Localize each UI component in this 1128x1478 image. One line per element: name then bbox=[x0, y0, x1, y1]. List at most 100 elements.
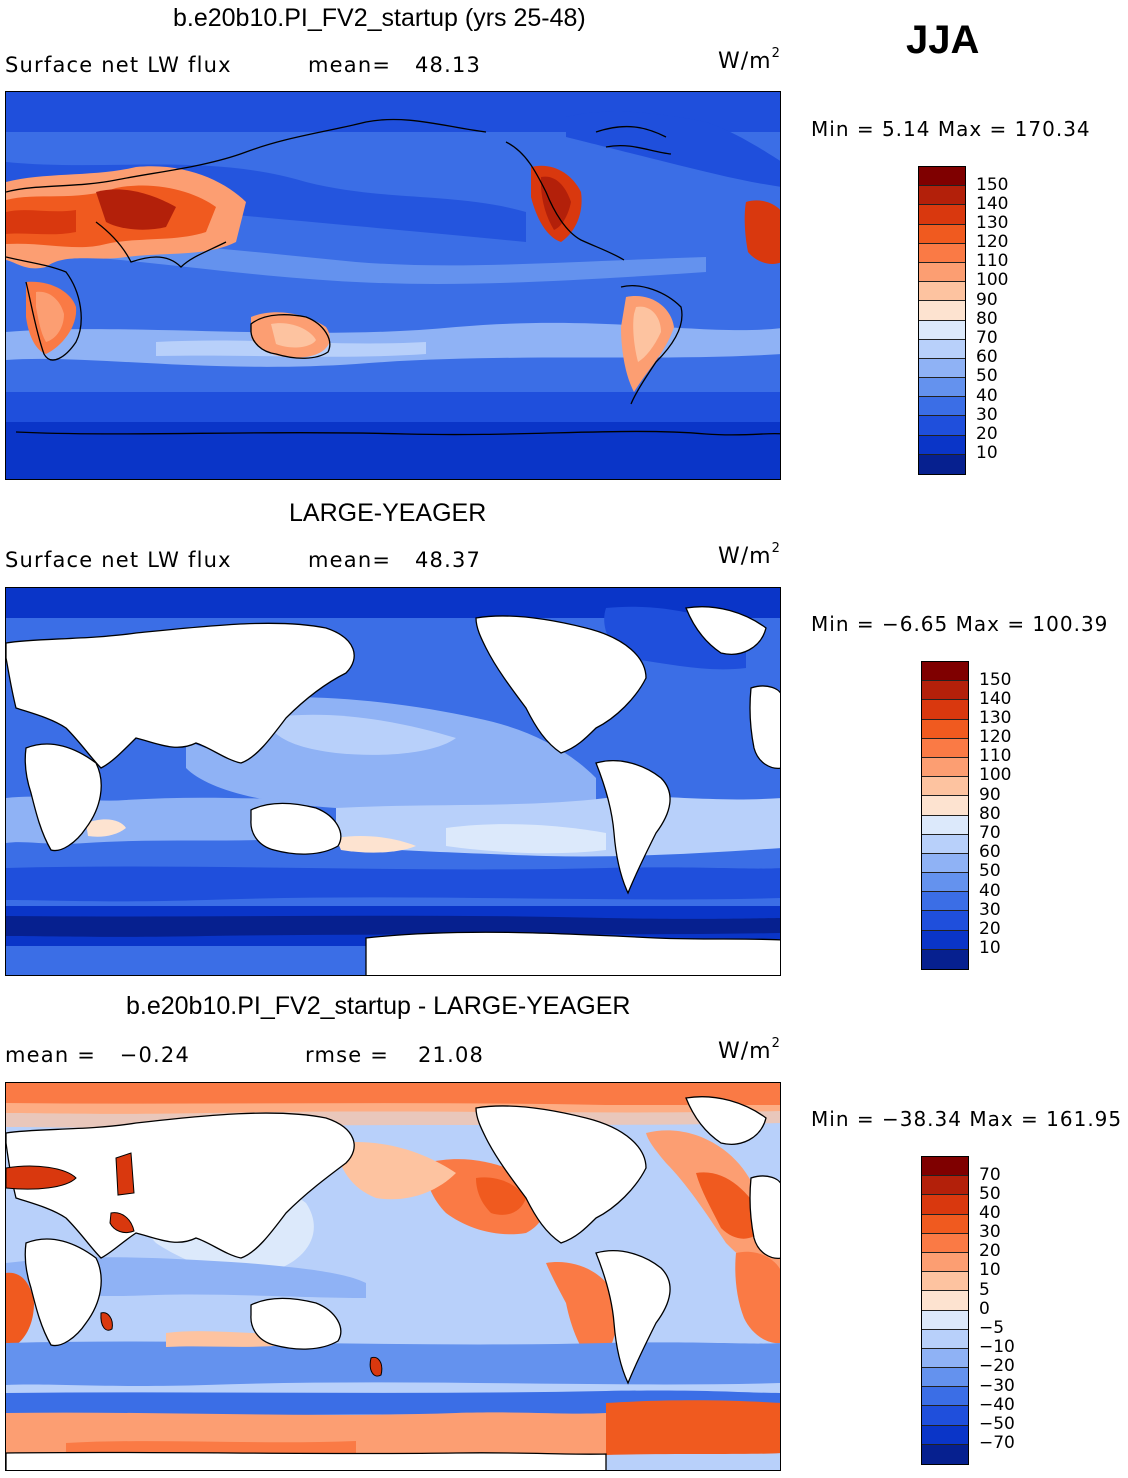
panel3-mean: mean = −0.24 bbox=[5, 1043, 191, 1067]
colorbar-swatch bbox=[919, 186, 965, 206]
panel3-title: b.e20b10.PI_FV2_startup - LARGE-YEAGER bbox=[126, 992, 631, 1020]
colorbar-swatch bbox=[922, 777, 968, 797]
colorbar-swatch bbox=[922, 1233, 968, 1253]
panel3-rmse-label: rmse = bbox=[305, 1043, 390, 1067]
panel3-minmax: Min = −38.34 Max = 161.95 bbox=[811, 1107, 1123, 1131]
panel1-units: W/m2 bbox=[718, 46, 780, 74]
colorbar-tick-label: 10 bbox=[976, 443, 998, 463]
colorbar-swatch bbox=[922, 873, 968, 893]
colorbar-swatch bbox=[922, 662, 968, 682]
colorbar-swatch bbox=[922, 738, 968, 758]
colorbar-tick-label: 5 bbox=[979, 1280, 990, 1300]
colorbar-swatch bbox=[922, 1310, 968, 1330]
panel2-title: LARGE-YEAGER bbox=[289, 499, 487, 527]
panel1-mean-label: mean= bbox=[308, 53, 392, 77]
colorbar-swatch bbox=[922, 930, 968, 950]
colorbar-swatch bbox=[922, 796, 968, 816]
panel2-mean-label: mean= bbox=[308, 548, 392, 572]
colorbar-tick-label: −30 bbox=[979, 1376, 1015, 1396]
colorbar-tick-label: 30 bbox=[979, 1222, 1001, 1242]
colorbar-swatch bbox=[919, 205, 965, 225]
colorbar-tick-label: 70 bbox=[979, 1165, 1001, 1185]
colorbar-swatch bbox=[922, 911, 968, 931]
colorbar-tick-label: 20 bbox=[979, 919, 1001, 939]
colorbar-swatch bbox=[919, 454, 965, 474]
colorbar-tick-label: 50 bbox=[979, 1184, 1001, 1204]
colorbar-tick-label: 0 bbox=[979, 1299, 990, 1319]
panel3-units: W/m2 bbox=[718, 1036, 780, 1064]
colorbar-swatch bbox=[922, 949, 968, 969]
colorbar-tick-label: 110 bbox=[976, 251, 1009, 271]
panel3-colorbar bbox=[921, 1156, 969, 1465]
panel1-variable-label: Surface net LW flux bbox=[5, 53, 232, 77]
panel1-minmax: Min = 5.14 Max = 170.34 bbox=[811, 117, 1091, 141]
colorbar-tick-label: 130 bbox=[979, 708, 1012, 728]
panel1-colorbar bbox=[918, 166, 966, 475]
colorbar-swatch bbox=[922, 1252, 968, 1273]
colorbar-tick-label: 130 bbox=[976, 213, 1009, 233]
panel2-mean-value: 48.37 bbox=[415, 548, 482, 572]
season-label: JJA bbox=[906, 18, 980, 62]
colorbar-tick-label: 60 bbox=[976, 347, 998, 367]
colorbar-swatch bbox=[922, 1387, 968, 1407]
colorbar-tick-label: −20 bbox=[979, 1356, 1015, 1376]
panel1-mean-value: 48.13 bbox=[415, 53, 482, 77]
colorbar-swatch bbox=[922, 681, 968, 701]
colorbar-tick-label: 20 bbox=[979, 1241, 1001, 1261]
colorbar-tick-label: 30 bbox=[979, 900, 1001, 920]
colorbar-tick-label: 140 bbox=[976, 194, 1009, 214]
colorbar-swatch bbox=[919, 224, 965, 244]
panel2-colorbar bbox=[921, 661, 969, 970]
colorbar-swatch bbox=[922, 1195, 968, 1215]
colorbar-tick-label: 110 bbox=[979, 746, 1012, 766]
colorbar-tick-label: 40 bbox=[976, 386, 998, 406]
colorbar-swatch bbox=[922, 1425, 968, 1445]
colorbar-swatch bbox=[919, 262, 965, 283]
colorbar-tick-label: 60 bbox=[979, 842, 1001, 862]
colorbar-tick-label: 50 bbox=[976, 366, 998, 386]
panel2-map bbox=[5, 587, 781, 976]
colorbar-tick-label: −40 bbox=[979, 1395, 1015, 1415]
colorbar-swatch bbox=[922, 892, 968, 912]
colorbar-swatch bbox=[922, 1329, 968, 1349]
colorbar-swatch bbox=[919, 301, 965, 321]
panel2-variable-label: Surface net LW flux bbox=[5, 548, 232, 572]
colorbar-swatch bbox=[922, 700, 968, 720]
colorbar-tick-label: 150 bbox=[976, 175, 1009, 195]
colorbar-swatch bbox=[922, 815, 968, 835]
colorbar-swatch bbox=[919, 167, 965, 187]
colorbar-swatch bbox=[922, 1406, 968, 1426]
colorbar-tick-label: 100 bbox=[976, 270, 1009, 290]
colorbar-tick-label: 90 bbox=[979, 785, 1001, 805]
colorbar-swatch bbox=[922, 719, 968, 739]
colorbar-tick-label: −10 bbox=[979, 1337, 1015, 1357]
colorbar-tick-label: 120 bbox=[979, 727, 1012, 747]
colorbar-swatch bbox=[919, 320, 965, 340]
colorbar-tick-label: −50 bbox=[979, 1414, 1015, 1434]
colorbar-tick-label: 150 bbox=[979, 670, 1012, 690]
panel1-title: b.e20b10.PI_FV2_startup (yrs 25-48) bbox=[173, 4, 586, 32]
colorbar-tick-label: 100 bbox=[979, 765, 1012, 785]
colorbar-tick-label: 50 bbox=[979, 861, 1001, 881]
colorbar-swatch bbox=[922, 853, 968, 874]
colorbar-swatch bbox=[919, 435, 965, 455]
colorbar-tick-label: 90 bbox=[976, 290, 998, 310]
colorbar-swatch bbox=[919, 416, 965, 436]
colorbar-tick-label: 120 bbox=[976, 232, 1009, 252]
colorbar-swatch bbox=[922, 1348, 968, 1369]
colorbar-tick-label: 70 bbox=[979, 823, 1001, 843]
colorbar-swatch bbox=[922, 1176, 968, 1196]
colorbar-swatch bbox=[922, 1291, 968, 1311]
colorbar-swatch bbox=[919, 282, 965, 302]
colorbar-swatch bbox=[922, 1368, 968, 1388]
colorbar-tick-label: 80 bbox=[979, 804, 1001, 824]
colorbar-tick-label: 10 bbox=[979, 1260, 1001, 1280]
colorbar-swatch bbox=[922, 1444, 968, 1464]
panel1-map bbox=[5, 91, 781, 480]
colorbar-tick-label: 40 bbox=[979, 1203, 1001, 1223]
colorbar-tick-label: 40 bbox=[979, 881, 1001, 901]
panel3-map bbox=[5, 1082, 781, 1471]
colorbar-tick-label: −5 bbox=[979, 1318, 1005, 1338]
colorbar-swatch bbox=[919, 358, 965, 379]
colorbar-tick-label: −70 bbox=[979, 1433, 1015, 1453]
